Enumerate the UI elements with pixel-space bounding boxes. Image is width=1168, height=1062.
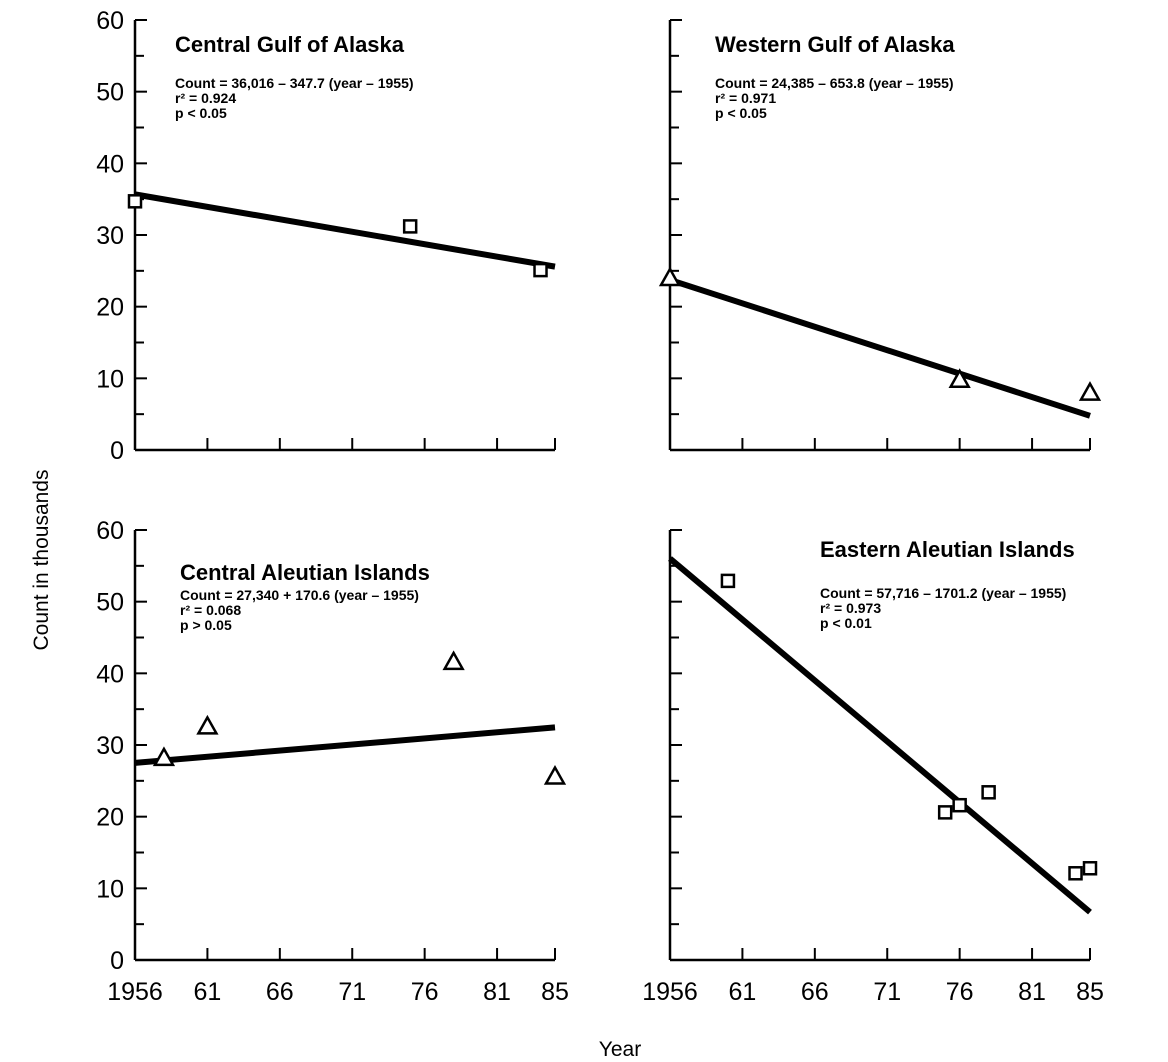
- y-tick-label: 50: [96, 589, 124, 617]
- regression-line: [134, 191, 556, 270]
- r-squared: r² = 0.068: [180, 602, 241, 618]
- panel-title: Central Aleutian Islands: [180, 560, 430, 585]
- x-tick-label: 1956: [642, 978, 698, 1006]
- x-tick-label: 81: [483, 978, 511, 1006]
- y-tick-label: 10: [96, 875, 124, 903]
- regression-equation: Count = 24,385 – 653.8 (year – 1955): [715, 75, 954, 91]
- r-squared: r² = 0.924: [175, 90, 236, 106]
- data-point: [981, 785, 996, 800]
- y-tick-label: 40: [96, 150, 124, 178]
- r-squared: r² = 0.971: [715, 90, 776, 106]
- p-value: p < 0.05: [715, 105, 767, 121]
- data-point: [533, 262, 548, 278]
- y-axis-title: Count in thousands: [30, 470, 53, 651]
- data-point: [442, 650, 465, 671]
- y-tick-label: 30: [96, 732, 124, 760]
- data-point: [152, 746, 176, 767]
- panel-title: Eastern Aleutian Islands: [820, 537, 1075, 562]
- y-tick-label: 20: [96, 804, 124, 832]
- panel-1: 0 10 20 30 40 50 60 Central Gulf of Alaska Count…: [96, 7, 556, 465]
- y-tick-label: 60: [96, 517, 124, 545]
- x-tick-label: 71: [338, 978, 366, 1006]
- regression-line: [134, 724, 556, 766]
- x-tick-label: 1956: [107, 978, 163, 1006]
- data-point: [952, 797, 967, 813]
- x-tick-label: 66: [801, 978, 829, 1006]
- x-tick-label: 85: [541, 978, 569, 1006]
- data-point: [543, 764, 567, 785]
- r-squared: r² = 0.973: [820, 600, 881, 616]
- panel-3: 0 10 20 30 40 50 60 1956 61 66 71 76 81 85 Central Ale…: [96, 517, 569, 1006]
- panels: 0 10 20 30 40 50 60 Central Gulf of Alaska Count…: [96, 7, 1104, 1006]
- regression-line: [669, 277, 1091, 419]
- regression-equation: Count = 57,716 – 1701.2 (year – 1955): [820, 585, 1066, 601]
- y-tick-label: 10: [96, 365, 124, 393]
- data-point: [1068, 866, 1083, 881]
- p-value: p < 0.01: [820, 615, 872, 631]
- data-point: [948, 368, 971, 389]
- data-point: [402, 219, 418, 234]
- y-tick-label: 50: [96, 79, 124, 107]
- data-point: [1078, 381, 1102, 401]
- panel-title: Western Gulf of Alaska: [715, 32, 955, 57]
- p-value: p < 0.05: [175, 105, 227, 121]
- x-tick-label: 66: [266, 978, 294, 1006]
- data-point: [127, 194, 143, 209]
- regression-line: [668, 556, 1092, 915]
- y-tick-label: 40: [96, 660, 124, 688]
- x-tick-label: 85: [1076, 978, 1104, 1006]
- panel-title: Central Gulf of Alaska: [175, 32, 405, 57]
- y-tick-label: 30: [96, 222, 124, 250]
- x-tick-label: 76: [411, 978, 439, 1006]
- data-point: [196, 714, 219, 735]
- x-tick-label: 61: [194, 978, 222, 1006]
- y-tick-label: 20: [96, 294, 124, 322]
- regression-equation: Count = 36,016 – 347.7 (year – 1955): [175, 75, 414, 91]
- x-axis-title: Year: [599, 1038, 641, 1061]
- panel-4: 1956 61 66 71 76 81 85 Eastern Aleutian Islands…: [642, 529, 1104, 1006]
- y-tick-label: 60: [96, 7, 124, 35]
- x-tick-label: 71: [873, 978, 901, 1006]
- y-tick-label: 0: [110, 437, 124, 465]
- data-point: [937, 805, 953, 820]
- x-tick-label: 76: [946, 978, 974, 1006]
- data-point: [720, 573, 736, 589]
- panel-2: Western Gulf of Alaska Count = 24,385 – 6…: [658, 19, 1102, 452]
- x-tick-label: 61: [729, 978, 757, 1006]
- p-value: p > 0.05: [180, 617, 232, 633]
- y-tick-label: 0: [110, 947, 124, 975]
- data-point: [1082, 861, 1098, 876]
- regression-equation: Count = 27,340 + 170.6 (year – 1955): [180, 587, 419, 603]
- x-tick-label: 81: [1018, 978, 1046, 1006]
- data-point: [658, 266, 682, 287]
